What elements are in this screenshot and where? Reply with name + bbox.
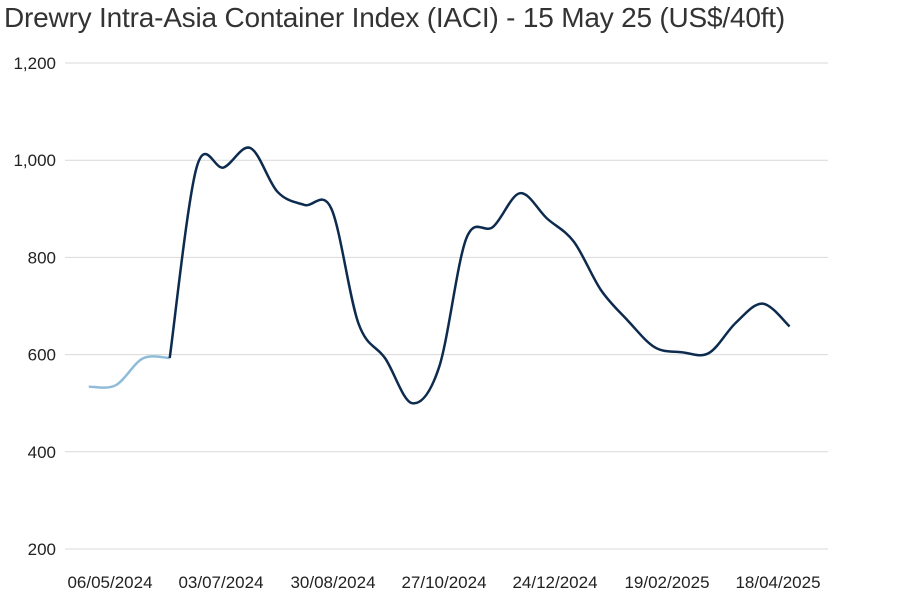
y-tick-label: 1,000: [13, 151, 56, 170]
x-tick-label: 19/02/2025: [624, 573, 709, 592]
x-axis-labels: 06/05/2024 03/07/2024 30/08/2024 27/10/2024…: [67, 573, 820, 592]
y-tick-label: 1,200: [13, 54, 56, 73]
x-tick-label: 18/04/2025: [735, 573, 820, 592]
y-tick-label: 200: [28, 540, 56, 559]
series-lines: [88, 146, 791, 405]
series-line-main: [168, 146, 791, 405]
x-tick-label: 03/07/2024: [178, 573, 263, 592]
gridlines: [65, 62, 828, 550]
y-tick-label: 400: [28, 443, 56, 462]
chart-title: Drewry Intra-Asia Container Index (IACI)…: [4, 2, 786, 33]
x-tick-label: 30/08/2024: [290, 573, 375, 592]
y-axis-labels: 1,200 1,000 800 600 400 200: [13, 54, 56, 559]
y-tick-label: 800: [28, 248, 56, 267]
x-tick-label: 06/05/2024: [67, 573, 152, 592]
x-tick-label: 24/12/2024: [512, 573, 597, 592]
y-tick-label: 600: [28, 346, 56, 365]
x-tick-label: 27/10/2024: [401, 573, 486, 592]
series-line-early: [88, 355, 170, 389]
